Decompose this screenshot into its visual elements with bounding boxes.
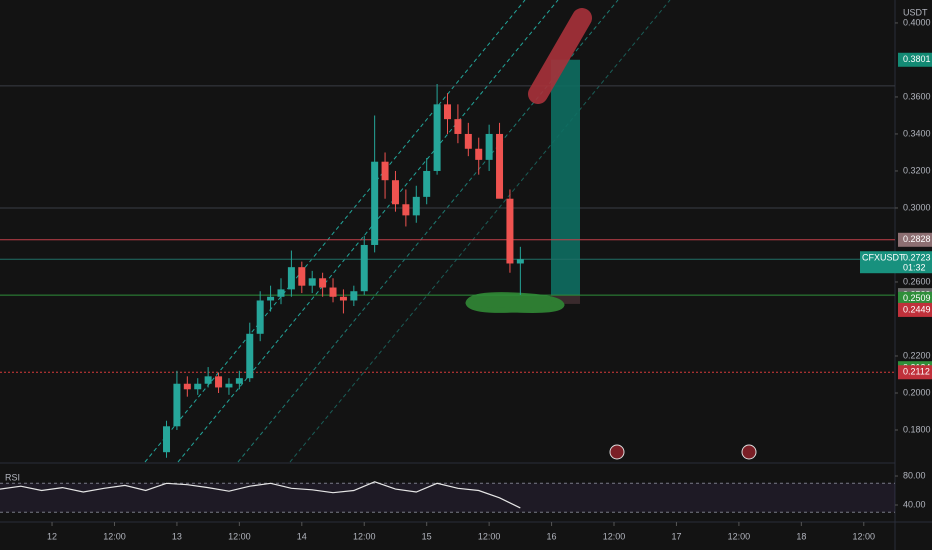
price-tag-box — [898, 302, 932, 317]
x-tick-label: 12:00 — [228, 531, 251, 541]
long-position-profit — [551, 59, 580, 296]
rsi-line — [0, 481, 521, 509]
symbol-label: CFXUSDT — [862, 253, 905, 263]
candle-body — [371, 161, 379, 245]
y-tick-label: 0.1800 — [903, 424, 931, 434]
price-tag-label: 0.2112 — [903, 367, 930, 377]
highlight-support — [465, 292, 565, 313]
long-position-loss — [551, 295, 580, 304]
price-tag-label: 0.2723 — [903, 253, 931, 263]
price-tag-box — [898, 291, 932, 306]
event-icon[interactable] — [609, 444, 757, 460]
candle-body — [433, 104, 441, 171]
price-tag-label: 0.2449 — [903, 304, 931, 314]
price-tag-label: 0.3801 — [903, 54, 931, 64]
y-tick-label: 0.2600 — [903, 276, 931, 286]
price-tag-box — [898, 52, 932, 67]
candle-body — [339, 296, 347, 301]
x-tick-label: 12:00 — [478, 531, 501, 541]
y-tick-label: 0.3400 — [903, 128, 931, 138]
x-tick-label: 12:00 — [353, 531, 376, 541]
x-tick-label: 12:00 — [728, 531, 751, 541]
price-tag-label: 0.2509 — [903, 293, 931, 303]
candle-body — [215, 376, 223, 388]
x-tick-label: 16 — [547, 531, 557, 541]
candle-body — [475, 148, 483, 160]
event-icon-circle[interactable] — [741, 444, 757, 460]
candle-body — [235, 378, 243, 384]
x-tick-label: 18 — [796, 531, 806, 541]
highlight-target — [528, 8, 592, 104]
y-tick-label: 0.4000 — [903, 17, 931, 27]
x-tick-label: 13 — [172, 531, 182, 541]
candle-body — [267, 296, 275, 301]
candle-body — [319, 278, 327, 288]
x-tick-label: 12 — [47, 531, 57, 541]
x-tick-label: 17 — [671, 531, 681, 541]
event-icon-circle[interactable] — [609, 444, 625, 460]
rsi-label: RSI — [5, 472, 20, 482]
candle-body — [412, 196, 420, 216]
candle-body — [194, 383, 202, 390]
candle-body — [423, 170, 431, 197]
candle-body — [256, 300, 264, 334]
candle-body — [246, 333, 254, 379]
candle-body — [308, 278, 316, 286]
x-tick-label: 12:00 — [853, 531, 876, 541]
candle-body — [173, 383, 181, 427]
y-tick-label: 0.3000 — [903, 202, 931, 212]
candle-body — [360, 244, 368, 292]
candle-body — [516, 259, 524, 264]
price-tag-box — [898, 232, 932, 247]
candle-body — [183, 383, 191, 390]
channel-line — [177, 0, 559, 463]
candle-body — [391, 180, 399, 205]
candle-body — [298, 267, 306, 286]
currency-label: USDT — [903, 7, 928, 17]
y-tick-label: 0.3600 — [903, 91, 931, 101]
channel-line — [289, 0, 671, 463]
price-tag-box — [898, 365, 932, 380]
x-tick-label: 14 — [297, 531, 307, 541]
price-tag-box — [860, 251, 932, 274]
rsi-tick-label: 80.00 — [903, 470, 926, 480]
price-tag: 0.2509 — [898, 291, 932, 306]
candle-body — [277, 289, 285, 297]
countdown: 01:32 — [903, 263, 926, 273]
rsi-tick-label: 40.00 — [903, 499, 926, 509]
price-tag: 0.3801 — [898, 52, 932, 67]
y-tick-label: 0.2200 — [903, 350, 931, 360]
price-tag: 0.2449 — [898, 302, 932, 317]
rsi-band — [0, 483, 895, 513]
candle-body — [496, 133, 504, 199]
price-tag: 0.2112 — [898, 365, 932, 380]
candle-body — [381, 161, 389, 181]
candle-body — [444, 104, 451, 120]
candle-body — [402, 204, 410, 216]
candle-body — [454, 119, 462, 134]
candle-body — [287, 267, 295, 290]
candle-body — [464, 133, 472, 149]
candle-body — [163, 426, 171, 453]
x-tick-label: 12:00 — [603, 531, 626, 541]
candle-body — [225, 383, 233, 388]
candle-body — [506, 198, 514, 264]
y-tick-label: 0.3200 — [903, 165, 931, 175]
candle-body — [329, 287, 337, 297]
candle-body — [485, 133, 493, 160]
price-tag: 0.2828 — [898, 232, 932, 247]
x-tick-label: 12:00 — [103, 531, 126, 541]
x-tick-label: 15 — [422, 531, 432, 541]
price-tag-label: 0.2828 — [903, 234, 931, 244]
candle-body — [350, 291, 358, 301]
candle-body — [204, 376, 212, 384]
y-tick-label: 0.2000 — [903, 387, 931, 397]
